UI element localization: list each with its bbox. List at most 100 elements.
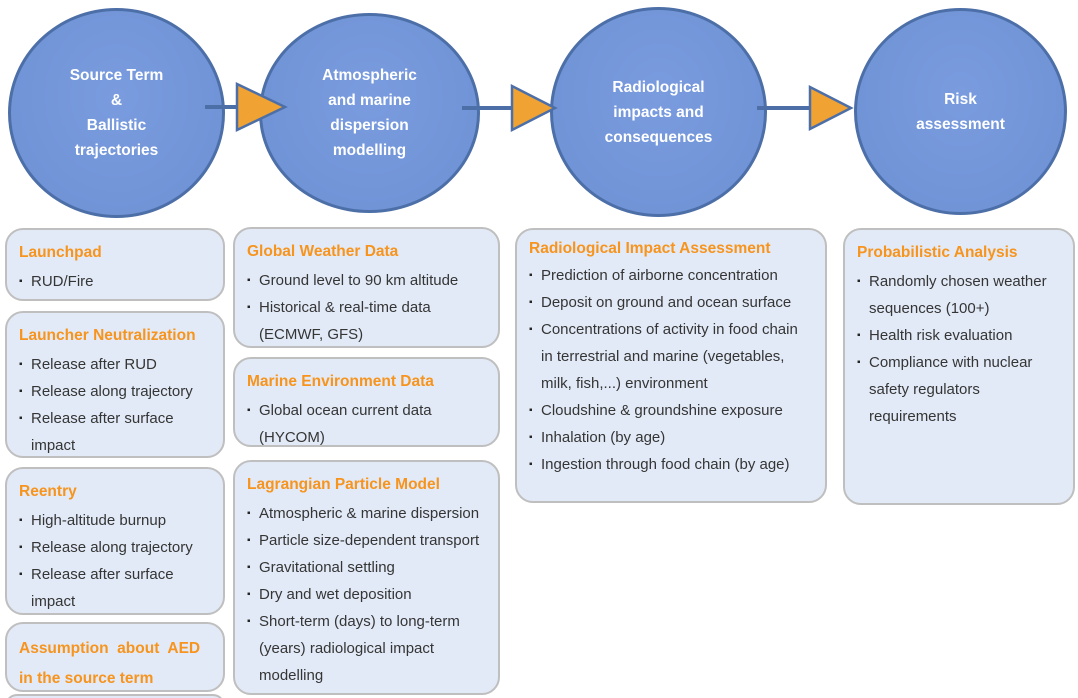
card-reentry: Reentry ▪ High-altitude burnup ▪ Release al… (5, 467, 225, 615)
bullet-item: ▪ Randomly chosen weather sequences (100+… (856, 268, 1063, 322)
bullet-square-icon: ▪ (247, 275, 251, 286)
bullet-item-text: Short-term (days) to long-term (years) r… (259, 613, 460, 684)
bullet-item: ▪ Atmospheric & marine dispersion (246, 500, 484, 527)
bullet-item: ▪ Global ocean current data (HYCOM) (246, 397, 484, 451)
bullet-item: ▪ Prediction of airborne concentration (528, 262, 807, 289)
card-global-weather-data: Global Weather Data ▪ Ground level to 90 … (233, 227, 500, 348)
card-probabilistic-analysis: Probabilistic Analysis ▪ Randomly chosen … (843, 228, 1075, 505)
card-title: Radiological Impact Assessment (529, 240, 771, 257)
card-bullet-list: ▪ Atmospheric & marine dispersion ▪ Particl… (246, 500, 484, 689)
card-launcher-neutralization: Launcher Neutralization ▪ Release after R… (5, 311, 225, 458)
bullet-item-text: Release after RUD (31, 356, 157, 373)
bullet-item: ▪ Release along trajectory (18, 378, 210, 405)
card-lagrangian-particle-model: Lagrangian Particle Model ▪ Atmospheric &… (233, 460, 500, 695)
bullet-item-text: Ground level to 90 km altitude (259, 272, 459, 289)
stage-risk-assessment: Risk assessment (854, 8, 1067, 215)
bullet-square-icon: ▪ (247, 302, 251, 313)
card-bullet-list: ▪ Release after RUD ▪ Release along traject… (18, 351, 210, 459)
bullet-square-icon: ▪ (857, 276, 861, 287)
bullet-item: ▪ High-altitude burnup (18, 507, 210, 534)
bullet-square-icon: ▪ (19, 542, 23, 553)
card-marine-environment-data: Marine Environment Data ▪ Global ocean cu… (233, 357, 500, 447)
bullet-item: ▪ Ground level to 90 km altitude (246, 267, 484, 294)
bullet-square-icon: ▪ (247, 589, 251, 600)
stage-label: Radiological impacts and consequences (604, 78, 713, 146)
bullet-square-icon: ▪ (247, 562, 251, 573)
card-title: Assumption about AED in the source term (19, 640, 201, 687)
bullet-item-text: Health risk evaluation (869, 327, 1013, 344)
stage-label: Atmospheric and marine dispersion modell… (322, 67, 417, 159)
card-bullet-list: ▪ Prediction of airborne concentration ▪ De… (528, 262, 807, 478)
card-bullet-list: ▪ Ground level to 90 km altitude ▪ Historic… (246, 267, 484, 348)
right-arrow-icon (757, 84, 854, 132)
bullet-item-text: RUD/Fire (31, 273, 94, 290)
bullet-item-text: Global ocean current data (HYCOM) (259, 402, 432, 446)
bullet-item: ▪ Deposit on ground and ocean surface (528, 289, 807, 316)
stage-label: Risk assessment (916, 90, 1005, 133)
bullet-square-icon: ▪ (529, 270, 533, 281)
bullet-item-text: Deposit on ground and ocean surface (541, 294, 792, 311)
bullet-item: ▪ Short-term (days) to long-term (years) … (246, 608, 484, 689)
card-title: Launchpad (19, 244, 102, 261)
bullet-square-icon: ▪ (529, 459, 533, 470)
stage-dispersion-modelling: Atmospheric and marine dispersion modell… (259, 13, 480, 213)
bullet-item: ▪ Historical & real-time data (ECMWF, GFS… (246, 294, 484, 348)
card-launchpad: Launchpad ▪ RUD/Fire (5, 228, 225, 301)
card-title: Global Weather Data (247, 243, 399, 260)
bullet-square-icon: ▪ (247, 508, 251, 519)
bullet-item-text: Cloudshine & groundshine exposure (541, 402, 783, 419)
card-bullet-list: ▪ Randomly chosen weather sequences (100+… (856, 268, 1063, 430)
bullet-item-text: Historical & real-time data (ECMWF, GFS) (259, 299, 431, 343)
bullet-item-text: Inhalation (by age) (541, 429, 666, 446)
stage-label: Source Term & Ballistic trajectories (69, 67, 164, 159)
bullet-item: ▪ Release after RUD (18, 351, 210, 378)
bullet-item-text: Concentrations of activity in food chain… (541, 321, 798, 392)
bullet-item: ▪ Concentrations of activity in food chai… (528, 316, 807, 397)
bullet-square-icon: ▪ (529, 324, 533, 335)
card-title: Launcher Neutralization (19, 327, 196, 344)
bullet-item-text: Release after surface impact (31, 410, 174, 454)
bullet-item-text: Gravitational settling (259, 559, 395, 576)
stage-radiological-impacts: Radiological impacts and consequences (550, 7, 767, 217)
bullet-item-text: Particle size-dependent transport (259, 532, 480, 549)
bullet-square-icon: ▪ (247, 535, 251, 546)
card-title: Probabilistic Analysis (857, 244, 1018, 261)
bullet-item: ▪ Health risk evaluation (856, 322, 1063, 349)
bullet-item: ▪ Cloudshine & groundshine exposure (528, 397, 807, 424)
bullet-item-text: Ingestion through food chain (by age) (541, 456, 790, 473)
card-aed-assumption: Assumption about AED in the source term (5, 622, 225, 692)
bullet-item-text: Compliance with nuclear safety regulator… (869, 354, 1033, 425)
bullet-item: ▪ RUD/Fire (18, 268, 210, 295)
bullet-item-text: Release along trajectory (31, 539, 193, 556)
bullet-square-icon: ▪ (857, 330, 861, 341)
bullet-item-text: High-altitude burnup (31, 512, 167, 529)
bullet-square-icon: ▪ (19, 413, 23, 424)
bullet-square-icon: ▪ (19, 569, 23, 580)
bullet-item-text: Atmospheric & marine dispersion (259, 505, 480, 522)
bullet-square-icon: ▪ (19, 515, 23, 526)
bullet-item: ▪ Release along trajectory (18, 534, 210, 561)
bullet-item: ▪ Inhalation (by age) (528, 424, 807, 451)
bullet-item-text: Release after surface impact (31, 566, 174, 610)
bullet-square-icon: ▪ (19, 276, 23, 287)
bullet-square-icon: ▪ (247, 405, 251, 416)
card-radiological-impact-assessment: Radiological Impact Assessment ▪ Predicti… (515, 228, 827, 503)
bullet-item: ▪ Ingestion through food chain (by age) (528, 451, 807, 478)
bullet-item: ▪ Release after surface impact (18, 405, 210, 459)
card-title: Marine Environment Data (247, 373, 434, 390)
card-bullet-list: ▪ Global ocean current data (HYCOM) (246, 397, 484, 451)
bullet-square-icon: ▪ (529, 297, 533, 308)
card-bullet-list: ▪ High-altitude burnup ▪ Release along traj… (18, 507, 210, 615)
card-cutoff-bottom (5, 694, 225, 698)
bullet-square-icon: ▪ (857, 357, 861, 368)
card-title: Reentry (19, 483, 77, 500)
bullet-item-text: Randomly chosen weather sequences (100+) (869, 273, 1047, 317)
bullet-item-text: Release along trajectory (31, 383, 193, 400)
bullet-item-text: Dry and wet deposition (259, 586, 412, 603)
bullet-item: ▪ Release after surface impact (18, 561, 210, 615)
bullet-item: ▪ Dry and wet deposition (246, 581, 484, 608)
bullet-item: ▪ Compliance with nuclear safety regulato… (856, 349, 1063, 430)
bullet-item: ▪ Gravitational settling (246, 554, 484, 581)
bullet-square-icon: ▪ (529, 405, 533, 416)
